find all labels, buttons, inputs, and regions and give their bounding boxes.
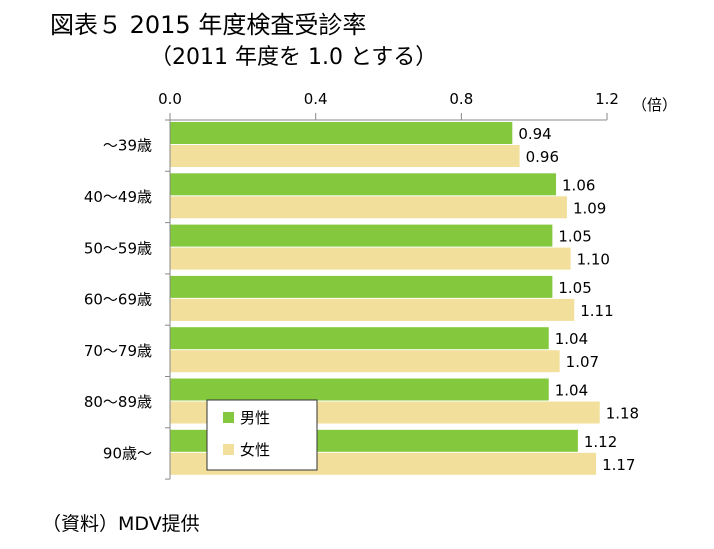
legend-label-female: 女性 xyxy=(240,441,270,459)
data-label-female: 1.11 xyxy=(580,302,613,320)
data-label-female: 1.18 xyxy=(606,405,639,423)
data-label-female: 0.96 xyxy=(526,148,559,166)
legend-box xyxy=(206,399,318,471)
bar-female xyxy=(170,298,575,321)
data-label-female: 1.09 xyxy=(573,199,606,217)
chart-subtitle: （2011 年度を 1.0 とする） xyxy=(150,45,438,70)
category-label: 60～69歳 xyxy=(84,291,152,309)
legend-swatch-male xyxy=(223,412,234,423)
x-tick-label: 0.8 xyxy=(449,90,473,108)
legend-swatch-female xyxy=(223,444,234,455)
x-tick-label: 1.2 xyxy=(595,90,619,108)
bar-female xyxy=(170,350,560,373)
category-label: 90歳～ xyxy=(103,444,152,462)
bar-male xyxy=(170,224,553,247)
data-label-male: 1.06 xyxy=(562,176,595,194)
category-label: 40～49歳 xyxy=(84,188,152,206)
x-tick-label: 0.0 xyxy=(158,90,182,108)
data-label-male: 0.94 xyxy=(518,125,551,143)
bar-male xyxy=(170,173,557,196)
data-label-male: 1.05 xyxy=(558,228,591,246)
bar-male xyxy=(170,122,513,144)
bar-female xyxy=(170,145,520,167)
data-label-male: 1.04 xyxy=(555,382,588,400)
x-tick-label: 0.4 xyxy=(304,90,328,108)
category-label: 50～59歳 xyxy=(84,239,152,257)
bar-female xyxy=(170,196,567,219)
source-note: （資料）MDV提供 xyxy=(42,513,200,535)
data-label-female: 1.10 xyxy=(577,251,610,269)
legend-label-male: 男性 xyxy=(240,409,270,427)
data-label-male: 1.04 xyxy=(555,330,588,348)
bar-male xyxy=(170,275,553,298)
category-label: ～39歳 xyxy=(103,137,152,155)
data-label-female: 1.17 xyxy=(602,456,635,474)
category-label: 70～79歳 xyxy=(84,342,152,360)
bar-female xyxy=(170,247,571,270)
bar-male xyxy=(170,327,549,350)
bar-male xyxy=(170,378,549,401)
data-label-male: 1.05 xyxy=(558,279,591,297)
data-label-female: 1.07 xyxy=(566,353,599,371)
category-label: 80～89歳 xyxy=(84,393,152,411)
chart-title: 図表５ 2015 年度検査受診率 xyxy=(50,11,367,39)
axis-unit-label: （倍） xyxy=(632,96,677,114)
data-label-male: 1.12 xyxy=(584,433,617,451)
